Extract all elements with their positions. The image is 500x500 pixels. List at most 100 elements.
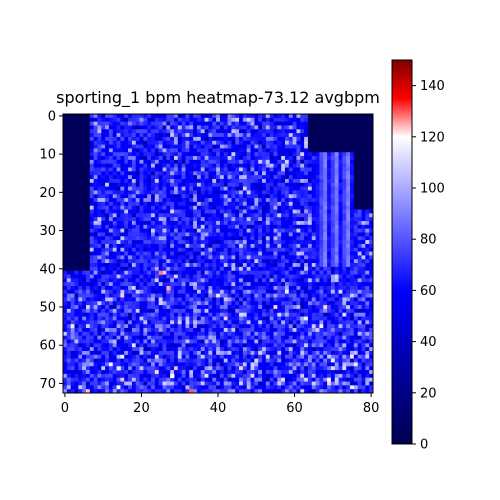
heatmap-cell — [307, 125, 313, 130]
heatmap-cell — [139, 240, 144, 245]
heatmap-cell — [131, 190, 137, 195]
heatmap-cell — [101, 289, 106, 295]
heatmap-cell — [235, 182, 240, 188]
heatmap-cell — [204, 228, 209, 233]
heatmap-cell — [196, 136, 202, 142]
heatmap-cell — [311, 121, 316, 126]
heatmap-cell — [173, 312, 179, 317]
heatmap-cell — [200, 347, 206, 352]
heatmap-cell — [330, 251, 336, 256]
heatmap-cell — [185, 247, 190, 252]
heatmap-cell — [131, 331, 137, 337]
heatmap-cell — [346, 236, 351, 241]
heatmap-cell — [219, 240, 225, 245]
heatmap-cell — [151, 289, 156, 295]
heatmap-cell — [139, 312, 144, 317]
heatmap-cell — [292, 178, 297, 184]
heatmap-cell — [269, 186, 274, 191]
heatmap-cell — [139, 324, 144, 329]
heatmap-cell — [369, 282, 374, 287]
heatmap-cell — [170, 156, 175, 161]
heatmap-cell — [120, 125, 125, 130]
heatmap-cell — [204, 136, 209, 142]
heatmap-cell — [250, 205, 255, 210]
heatmap-cell — [93, 144, 98, 149]
heatmap-cell — [105, 297, 110, 302]
heatmap-cell — [193, 198, 198, 203]
heatmap-cell — [143, 328, 148, 333]
heatmap-cell — [311, 301, 316, 306]
heatmap-cell — [66, 163, 72, 168]
heatmap-cell — [338, 232, 343, 237]
heatmap-cell — [353, 255, 359, 260]
heatmap-cell — [277, 198, 282, 203]
heatmap-cell — [235, 159, 240, 165]
heatmap-cell — [143, 274, 148, 279]
heatmap-cell — [204, 331, 209, 337]
heatmap-cell — [212, 121, 217, 126]
heatmap-cell — [265, 240, 271, 245]
heatmap-cell — [315, 129, 320, 134]
heatmap-cell — [315, 144, 320, 149]
heatmap-cell — [216, 251, 221, 256]
heatmap-cell — [66, 247, 72, 252]
heatmap-cell — [189, 178, 194, 184]
heatmap-cell — [273, 144, 278, 149]
heatmap-cell — [319, 255, 324, 260]
heatmap-cell — [296, 159, 301, 165]
heatmap-cell — [242, 205, 248, 210]
heatmap-cell — [128, 339, 133, 344]
heatmap-cell — [63, 171, 68, 176]
heatmap-cell — [327, 221, 332, 226]
heatmap-cell — [177, 289, 183, 295]
heatmap-cell — [131, 125, 137, 130]
heatmap-cell — [158, 251, 163, 256]
heatmap-cell — [131, 324, 137, 329]
heatmap-cell — [258, 328, 263, 333]
heatmap-cell — [242, 278, 248, 283]
heatmap-cell — [139, 259, 144, 264]
heatmap-cell — [162, 331, 167, 337]
heatmap-cell — [154, 289, 160, 295]
heatmap-cell — [154, 114, 160, 119]
heatmap-cell — [116, 232, 121, 237]
heatmap-cell — [235, 117, 240, 123]
heatmap-cell — [139, 167, 144, 172]
heatmap-cell — [342, 117, 347, 123]
heatmap-cell — [296, 324, 301, 329]
heatmap-cell — [70, 228, 75, 233]
heatmap-cell — [223, 205, 228, 210]
heatmap-cell — [173, 171, 179, 176]
heatmap-cell — [307, 308, 313, 314]
heatmap-cell — [250, 232, 255, 237]
heatmap-cell — [334, 308, 339, 314]
heatmap-cell — [204, 182, 209, 188]
heatmap-cell — [177, 198, 183, 203]
heatmap-cell — [254, 274, 259, 279]
heatmap-cell — [112, 339, 117, 344]
heatmap-cell — [365, 129, 370, 134]
heatmap-cell — [200, 259, 206, 264]
heatmap-cell — [338, 213, 343, 218]
heatmap-cell — [311, 270, 316, 275]
heatmap-cell — [200, 209, 206, 214]
heatmap-cell — [216, 171, 221, 176]
heatmap-cell — [193, 175, 198, 180]
heatmap-cell — [350, 263, 355, 268]
heatmap-cell — [250, 297, 255, 302]
heatmap-cell — [269, 255, 274, 260]
heatmap-cell — [139, 194, 144, 199]
heatmap-cell — [239, 217, 244, 222]
heatmap-cell — [357, 221, 362, 226]
heatmap-cell — [323, 224, 328, 230]
heatmap-cell — [369, 328, 374, 333]
heatmap-cell — [365, 152, 370, 157]
heatmap-cell — [196, 240, 202, 245]
heatmap-cell — [281, 320, 286, 325]
heatmap-cell — [93, 278, 98, 283]
heatmap-cell — [135, 263, 140, 268]
heatmap-cell — [300, 297, 305, 302]
heatmap-cell — [239, 167, 244, 172]
heatmap-cell — [311, 198, 316, 203]
heatmap-cell — [239, 243, 244, 249]
